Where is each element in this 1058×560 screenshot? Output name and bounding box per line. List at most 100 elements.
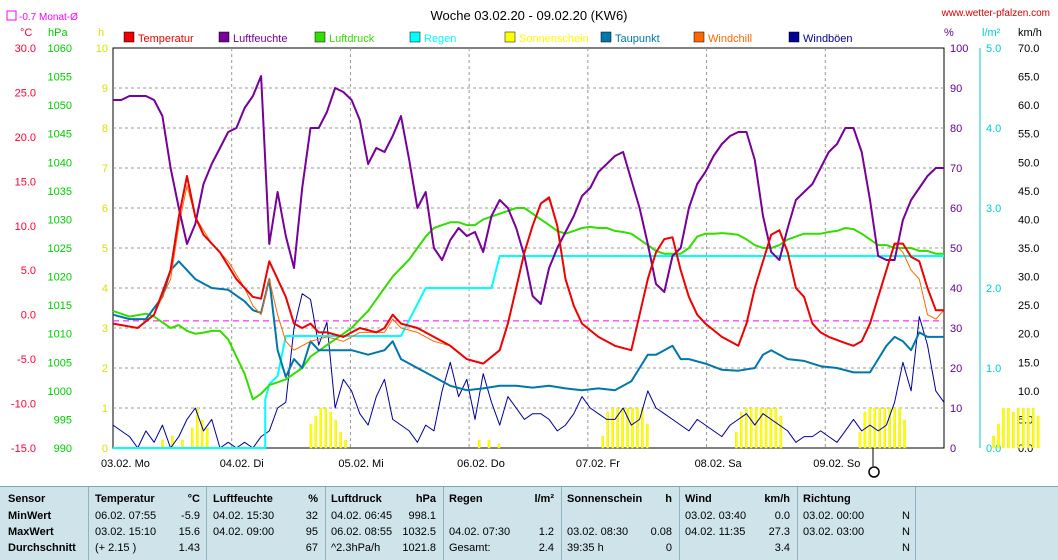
left-axis-tick: 9 [102, 83, 108, 95]
x-tick-label: 06.02. Do [457, 458, 505, 470]
summary-cell-temp-time: 06.02. 07:55 [95, 510, 157, 522]
left-axis-tick: 20.0 [15, 132, 36, 144]
left-axis-tick: 1025 [48, 243, 72, 255]
axis-unit-rain: l/m² [982, 27, 1001, 39]
axis-unit-press: hPa [48, 27, 68, 39]
sunshine-bar [606, 411, 609, 449]
right-axis-tick: 2.0 [986, 283, 1001, 295]
legend-entry: Windchill [708, 33, 752, 45]
header-sun: Sonnenschein [567, 493, 643, 505]
summary-cell-sun-time: 03.02. 08:30 [567, 526, 629, 538]
summary-cell-sun-time: 39:35 h [567, 542, 604, 554]
series-line-taupunkt [112, 260, 944, 392]
sunshine-bar [744, 407, 748, 449]
left-axis-tick: 990 [54, 443, 72, 455]
summary-cell-rain-val: 2.4 [538, 542, 554, 554]
sunshine-bar [997, 423, 1000, 449]
right-axis-tick: 1.0 [986, 363, 1001, 375]
legend-entry: Taupunkt [615, 33, 660, 45]
left-axis-tick: 5.0 [21, 265, 36, 277]
summary-cell-wind-val: 3.4 [774, 542, 790, 554]
left-axis-tick: 6 [102, 203, 108, 215]
sunshine-bar [858, 431, 862, 449]
summary-cell-wind-val: 0.0 [774, 510, 790, 522]
sunshine-bar [646, 423, 649, 449]
left-axis-tick: 1000 [48, 386, 72, 398]
left-axis-tick: 1020 [48, 272, 72, 284]
right-axis-tick: 0.0 [1018, 443, 1033, 455]
right-axis-tick: 90 [950, 83, 962, 95]
right-axis-tick: 30 [950, 323, 962, 335]
left-axis-tick: 1040 [48, 157, 72, 169]
sunshine-bar [626, 407, 629, 449]
header-wind-unit: km/h [764, 493, 790, 505]
sunshine-bar [1031, 407, 1035, 449]
summary-cell-rain-time: Gesamt: [449, 542, 491, 554]
summary-cell-press-val: 1032.5 [402, 526, 436, 538]
sunshine-bar [205, 427, 209, 449]
legend-entry: Windböen [803, 33, 853, 45]
summary-cell-hum-val: 32 [305, 510, 318, 522]
header-temp-unit: °C [187, 493, 200, 505]
summary-cell-temp-time: (+ 2.15 ) [95, 542, 137, 554]
header-temp: Temperatur [95, 493, 155, 505]
sunshine-bar [344, 439, 347, 449]
left-axis-tick: 15.0 [15, 176, 36, 188]
left-axis-tick: 30.0 [15, 43, 36, 55]
legend-swatch [409, 31, 421, 43]
summary-cell-press-time: ^2.3hPa/h [331, 542, 381, 554]
header-rain-unit: l/m² [534, 493, 554, 505]
right-axis-tick: 45.0 [1018, 186, 1039, 198]
sunshine-bar [636, 407, 639, 449]
sunshine-bar [893, 407, 896, 449]
sunshine-bar [487, 439, 491, 449]
right-axis-tick: 4.0 [986, 123, 1001, 135]
sunshine-bar [878, 407, 882, 449]
sunshine-bar [868, 407, 872, 449]
sunshine-bar [774, 407, 778, 449]
sunshine-bar [616, 407, 619, 449]
weather-chart: 03.02. Mo 04.02. Di 05.02. Mi 06.02. Do 07.0… [6, 8, 1050, 478]
summary-cell-temp-val: 15.6 [178, 526, 200, 538]
legend-entry: Temperatur [138, 33, 194, 45]
axis-unit-hum: % [944, 27, 954, 39]
summary-cell-rain-val: 1.2 [538, 526, 554, 538]
left-axis-tick: 1035 [48, 186, 72, 198]
left-axis-tick: 2 [102, 363, 108, 375]
sunshine-bar [631, 407, 634, 449]
summary-cell-press-val: 1021.8 [402, 542, 436, 554]
right-axis-tick: 70.0 [1018, 43, 1039, 55]
legend-swatch [600, 31, 612, 43]
sunshine-bar [1036, 415, 1040, 449]
summary-cell-dir-val: N [902, 542, 910, 554]
header-hum: Luftfeuchte [213, 493, 273, 505]
sunshine-bar [903, 419, 906, 449]
legend-swatch [123, 31, 135, 43]
summary-cell-temp-val: 1.43 [178, 542, 200, 554]
sunshine-bar [339, 431, 342, 449]
legend-swatch [788, 31, 800, 43]
x-tick-label: 07.02. Fr [576, 458, 620, 470]
right-axis-tick: 100 [950, 43, 968, 55]
sunshine-bar [329, 411, 332, 449]
left-axis-tick: 7 [102, 163, 108, 175]
summary-cell-dir-val: N [902, 526, 910, 538]
right-axis-tick: 40 [950, 283, 962, 295]
header-hum-unit: % [308, 493, 318, 505]
legend-swatch [504, 31, 516, 43]
series-line-luftfeuchte [113, 75, 944, 305]
summary-cell-hum-time: 04.02. 15:30 [213, 510, 275, 522]
summary-cell-rain-time: 04.02. 07:30 [449, 526, 511, 538]
x-tick-label: 05.02. Mi [338, 458, 383, 470]
header-rain: Regen [449, 493, 483, 505]
sunshine-bar [769, 407, 773, 449]
x-tick-label: 03.02. Mo [101, 458, 150, 470]
left-axis-tick: -5.0 [17, 354, 36, 366]
summary-cell-dir-time: 03.02. 03:00 [803, 526, 865, 538]
left-axis-tick: 1010 [48, 329, 72, 341]
chart-title: Woche 03.02.20 - 09.02.20 (KW6) [430, 8, 627, 23]
right-axis-tick: 25.0 [1018, 300, 1039, 312]
left-axis-tick: -15.0 [11, 443, 36, 455]
header-press: Luftdruck [331, 493, 382, 505]
right-axis-tick: 0 [950, 443, 956, 455]
